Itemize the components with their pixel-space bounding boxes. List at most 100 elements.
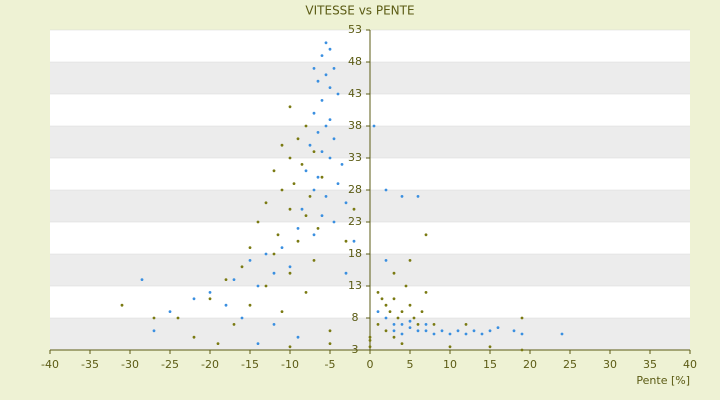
x-tick-label: -10 xyxy=(281,358,299,371)
scatter-point xyxy=(240,316,244,320)
x-tick-label: 10 xyxy=(443,358,457,371)
scatter-point xyxy=(264,252,268,256)
scatter-point xyxy=(352,207,356,211)
scatter-point xyxy=(400,332,404,336)
scatter-point xyxy=(248,303,252,307)
y-tick-label: 8 xyxy=(352,311,359,324)
scatter-point xyxy=(216,342,220,345)
x-tick-label: 40 xyxy=(683,358,697,371)
scatter-point xyxy=(280,310,284,313)
scatter-point xyxy=(384,316,388,320)
scatter-point xyxy=(312,259,316,262)
scatter-point xyxy=(404,284,408,288)
scatter-point xyxy=(304,169,308,173)
x-tick-label: -30 xyxy=(121,358,139,371)
scatter-point xyxy=(324,73,328,77)
scatter-point xyxy=(304,124,308,128)
scatter-point xyxy=(400,195,404,198)
scatter-point xyxy=(332,220,336,224)
scatter-point xyxy=(276,233,280,237)
scatter-point xyxy=(424,233,428,237)
scatter-point xyxy=(384,188,388,192)
scatter-point xyxy=(320,150,324,154)
y-tick-label: 43 xyxy=(348,87,362,100)
scatter-point xyxy=(480,332,484,336)
scatter-point xyxy=(368,335,372,339)
scatter-point xyxy=(392,335,396,339)
x-tick-label: -25 xyxy=(161,358,179,371)
scatter-point xyxy=(308,143,312,147)
scatter-point xyxy=(380,297,384,301)
scatter-point xyxy=(264,201,268,205)
scatter-point xyxy=(392,329,396,333)
scatter-point xyxy=(316,79,320,83)
scatter-point xyxy=(292,182,296,186)
scatter-point xyxy=(416,195,420,198)
scatter-point xyxy=(324,124,328,128)
scatter-point xyxy=(392,323,396,326)
scatter-point xyxy=(520,316,524,320)
scatter-point xyxy=(328,47,332,51)
scatter-point xyxy=(412,316,416,320)
scatter-point xyxy=(420,310,424,313)
scatter-point xyxy=(256,342,260,345)
scatter-point xyxy=(208,291,212,294)
x-tick-label: 35 xyxy=(643,358,657,371)
y-tick-label: 28 xyxy=(348,183,362,196)
scatter-point xyxy=(280,143,284,147)
scatter-point xyxy=(208,297,212,301)
scatter-point xyxy=(400,323,404,326)
scatter-point xyxy=(464,323,468,326)
scatter-point xyxy=(400,342,404,345)
scatter-point xyxy=(288,156,292,160)
scatter-point xyxy=(232,323,236,326)
scatter-point xyxy=(312,150,316,154)
y-tick-label: 23 xyxy=(348,215,362,228)
x-tick-label: 20 xyxy=(523,358,537,371)
scatter-point xyxy=(408,259,412,262)
scatter-point xyxy=(240,265,244,269)
x-tick-label: -5 xyxy=(325,358,336,371)
scatter-point xyxy=(300,207,304,211)
scatter-point xyxy=(560,332,564,336)
scatter-point xyxy=(192,297,196,301)
scatter-point xyxy=(416,323,420,326)
scatter-point xyxy=(376,310,380,313)
scatter-point xyxy=(248,259,252,262)
scatter-point xyxy=(344,201,348,205)
scatter-point xyxy=(392,271,396,275)
scatter-point xyxy=(224,303,228,307)
scatter-point xyxy=(384,259,388,262)
x-tick-label: -40 xyxy=(41,358,59,371)
scatter-point xyxy=(296,137,300,141)
scatter-point xyxy=(340,163,344,166)
scatter-point xyxy=(312,67,316,70)
chart-title: VITESSE vs PENTE xyxy=(305,4,414,18)
scatter-point xyxy=(376,291,380,294)
x-tick-label: 25 xyxy=(563,358,577,371)
scatter-point xyxy=(344,239,348,243)
scatter-point xyxy=(328,86,332,89)
scatter-point xyxy=(520,348,524,352)
y-tick-label: 18 xyxy=(348,247,362,260)
scatter-point xyxy=(272,271,276,275)
scatter-point xyxy=(472,329,476,333)
scatter-point xyxy=(312,111,316,115)
scatter-point xyxy=(324,195,328,198)
scatter-point xyxy=(272,323,276,326)
scatter-point xyxy=(280,188,284,192)
scatter-point xyxy=(336,92,340,96)
scatter-point xyxy=(324,41,328,45)
scatter-point xyxy=(408,319,412,323)
scatter-point xyxy=(296,239,300,243)
scatter-point xyxy=(264,284,268,288)
scatter-point xyxy=(328,156,332,160)
scatter-point xyxy=(288,265,292,269)
scatter-point xyxy=(288,345,292,349)
scatter-point xyxy=(152,329,156,333)
scatter-point xyxy=(432,332,436,336)
scatter-point xyxy=(416,329,420,333)
scatter-point xyxy=(120,303,124,307)
scatter-point xyxy=(488,329,492,333)
